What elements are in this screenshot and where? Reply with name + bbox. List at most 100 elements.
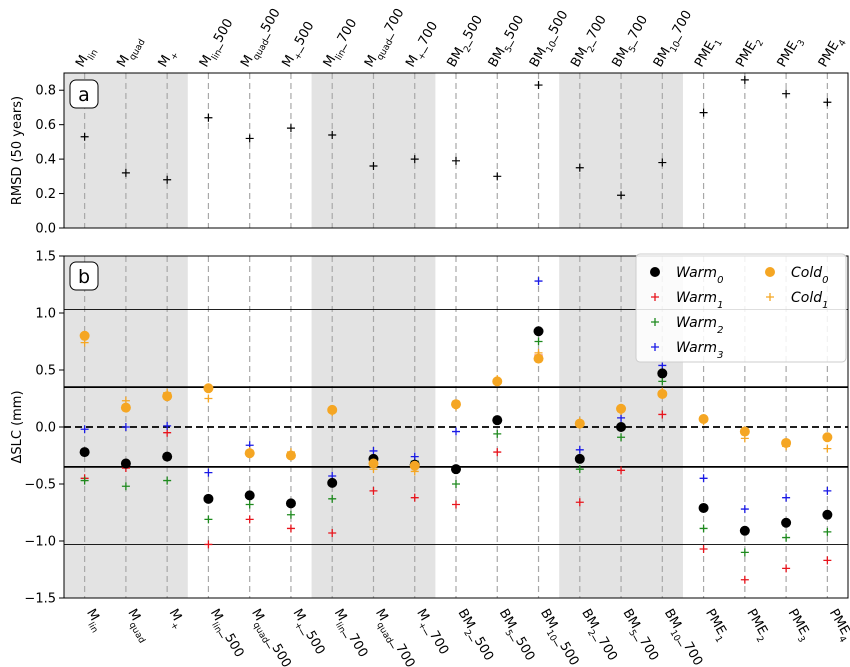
series-point-warm1 <box>617 466 626 475</box>
series-point-warm2 <box>204 515 213 524</box>
series-point-warm3 <box>575 445 584 454</box>
bottom-category-label: Mquad_500 <box>245 607 294 667</box>
series-point-warm2 <box>782 533 791 542</box>
top-category-label: PME4 <box>816 34 849 72</box>
bottom-category-label: Mquad_700 <box>369 607 418 667</box>
y-axis-label: RMSD (50 years) <box>10 96 25 205</box>
rmsd-point <box>658 158 667 167</box>
series-point-warm1 <box>782 564 791 573</box>
series-point-warm2 <box>452 480 460 488</box>
series-point-warm2 <box>658 377 667 386</box>
bottom-category-label: M+ <box>162 607 188 633</box>
bottom-category-label: BM5_700 <box>616 607 661 666</box>
series-point-warm0 <box>698 502 709 513</box>
bottom-category-label: BM2_500 <box>451 607 496 666</box>
series-point-warm0 <box>285 498 296 509</box>
top-category-label: Mlin_700 <box>321 16 364 72</box>
rmsd-point <box>575 163 584 172</box>
series-point-cold0 <box>781 437 792 448</box>
series-point-cold1 <box>204 394 213 403</box>
y-tick-label: 1.0 <box>35 307 56 322</box>
rmsd-point <box>328 131 337 139</box>
legend-box <box>635 253 847 363</box>
top-category-label: BM2_700 <box>568 13 613 72</box>
series-point-warm0 <box>120 458 131 469</box>
series-point-cold0 <box>79 330 90 341</box>
legend-marker <box>765 267 775 277</box>
top-category-label: Mlin <box>73 44 100 72</box>
series-point-warm3 <box>534 277 543 286</box>
series-point-warm2 <box>575 465 584 474</box>
bottom-category-label: M+_700 <box>410 607 452 660</box>
legend-marker <box>650 267 660 277</box>
series-point-warm2 <box>823 527 832 536</box>
bottom-category-label: M+_500 <box>286 607 328 660</box>
series-point-warm2 <box>493 429 502 438</box>
series-point-cold0 <box>120 402 131 413</box>
series-point-warm1 <box>452 500 460 509</box>
series-point-cold0 <box>616 403 627 414</box>
axes-frame <box>63 72 849 229</box>
series-point-warm3 <box>80 425 89 434</box>
panel-b: −1.5 −1.0 −0.5 0.0 0.5 1.0 1.5 ΔSLC (mm) b <box>10 250 849 607</box>
y-tick-label: −1.0 <box>24 535 56 550</box>
series-point-warm3 <box>782 493 791 502</box>
series-point-warm3 <box>699 474 708 483</box>
series-point-warm0 <box>822 509 833 520</box>
top-category-label: PME2 <box>733 34 766 72</box>
series-point-cold0 <box>574 418 585 429</box>
series-point-warm2 <box>617 433 626 442</box>
series-point-warm0 <box>451 464 461 475</box>
series-point-warm0 <box>616 422 627 432</box>
rmsd-point <box>740 75 749 84</box>
y-tick-label: −1.5 <box>24 592 56 607</box>
legend-marker <box>766 293 774 301</box>
series-point-warm2 <box>699 524 708 533</box>
bottom-category-label: PME1 <box>699 607 732 645</box>
series-point-warm2 <box>245 500 254 509</box>
y-tick-label: 1.5 <box>35 250 56 265</box>
series-point-warm1 <box>658 410 667 419</box>
series-point-warm0 <box>203 493 214 504</box>
top-category-label: BM5_500 <box>486 13 531 72</box>
y-tick-label: 0.5 <box>35 364 56 379</box>
series-point-warm3 <box>740 505 749 514</box>
top-category-label: Mquad <box>114 33 147 72</box>
bottom-category-label: Mquad <box>121 607 154 646</box>
rmsd-point <box>163 175 172 184</box>
series-point-cold0 <box>327 404 338 415</box>
series-point-cold0 <box>244 448 255 459</box>
rmsd-point <box>699 108 708 117</box>
series-point-cold0 <box>203 383 214 394</box>
bottom-category-label: BM10_500 <box>534 607 582 667</box>
panel-label: a <box>78 84 90 106</box>
series-point-cold0 <box>698 414 709 425</box>
rmsd-point <box>493 172 502 181</box>
panel-label-box <box>69 261 99 291</box>
series-point-warm1 <box>204 540 213 549</box>
series-point-warm0 <box>162 451 173 462</box>
series-point-warm1 <box>823 556 832 565</box>
bottom-category-label: PME3 <box>781 607 814 645</box>
bottom-category-label: BM5_500 <box>492 607 537 666</box>
series-point-warm2 <box>740 548 749 557</box>
bottom-category-label: BM2_700 <box>575 607 620 666</box>
bottom-category-label: Mlin_500 <box>203 607 246 663</box>
series-point-warm0 <box>327 477 338 488</box>
series-point-warm3 <box>410 452 419 461</box>
series-point-warm3 <box>121 423 130 431</box>
rmsd-point <box>823 98 832 107</box>
rmsd-point <box>452 156 460 165</box>
series-point-cold0 <box>533 353 544 364</box>
legend-label: Warm3 <box>676 340 723 361</box>
y-tick-label: 0.6 <box>35 118 56 133</box>
series-point-warm0 <box>574 453 585 464</box>
rmsd-point <box>782 89 791 98</box>
series-point-warm0 <box>739 525 750 536</box>
top-category-label: Mlin_500 <box>197 16 240 72</box>
series-point-warm0 <box>533 326 544 337</box>
series-point-warm1 <box>410 493 419 502</box>
bottom-category-label: Mlin <box>80 607 107 635</box>
series-point-warm2 <box>286 510 295 519</box>
